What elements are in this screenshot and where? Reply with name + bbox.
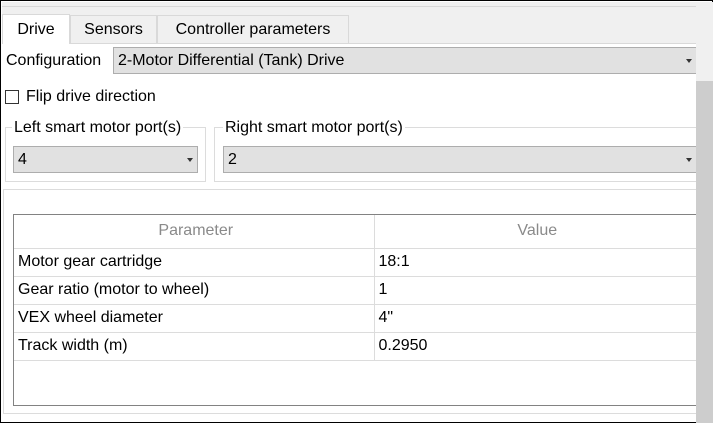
- tab-drive[interactable]: Drive: [2, 14, 70, 44]
- right-ports-value: 2: [228, 150, 237, 168]
- tab-controller-parameters[interactable]: Controller parameters: [157, 15, 349, 43]
- table-row[interactable]: VEX wheel diameter 4": [14, 304, 696, 333]
- table-row[interactable]: Gear ratio (motor to wheel) 1: [14, 276, 696, 305]
- parameter-cell: VEX wheel diameter: [14, 304, 375, 333]
- flip-drive-checkbox[interactable]: [5, 90, 19, 104]
- divider: [2, 43, 696, 44]
- configuration-value: 2-Motor Differential (Tank) Drive: [118, 51, 345, 69]
- table-row[interactable]: Motor gear cartridge 18:1: [14, 248, 696, 277]
- parameters-table: Parameter Value Motor gear cartridge 18:1…: [13, 214, 696, 406]
- column-header-parameter[interactable]: Parameter: [14, 215, 375, 249]
- table-header: Parameter Value: [14, 215, 696, 249]
- divider: [2, 6, 696, 7]
- value-cell[interactable]: 4": [374, 304, 696, 333]
- left-ports-select[interactable]: 4: [13, 146, 198, 173]
- value-cell[interactable]: 0.2950: [374, 332, 696, 361]
- parameter-cell: Gear ratio (motor to wheel): [14, 276, 375, 305]
- flip-drive-label[interactable]: Flip drive direction: [26, 88, 156, 105]
- chevron-down-icon: [686, 157, 692, 162]
- scrollbar-thumb[interactable]: [696, 81, 713, 423]
- tab-label: Sensors: [84, 20, 143, 38]
- configuration-select[interactable]: 2-Motor Differential (Tank) Drive: [113, 47, 697, 74]
- column-header-value[interactable]: Value: [374, 215, 696, 249]
- left-ports-title: Left smart motor port(s): [12, 119, 184, 137]
- right-ports-select[interactable]: 2: [223, 146, 697, 173]
- value-cell[interactable]: 1: [374, 276, 696, 305]
- parameter-cell: Motor gear cartridge: [14, 248, 375, 277]
- parameter-cell: Track width (m): [14, 332, 375, 361]
- tab-label: Controller parameters: [175, 20, 331, 38]
- tab-label: Drive: [17, 20, 55, 38]
- table-row[interactable]: Track width (m) 0.2950: [14, 332, 696, 361]
- chevron-down-icon: [187, 157, 193, 162]
- configuration-label: Configuration: [6, 52, 102, 69]
- tab-sensors[interactable]: Sensors: [70, 15, 157, 43]
- left-ports-value: 4: [18, 150, 27, 168]
- chevron-down-icon: [686, 58, 692, 63]
- value-cell[interactable]: 18:1: [374, 248, 696, 277]
- right-ports-title: Right smart motor port(s): [223, 119, 405, 137]
